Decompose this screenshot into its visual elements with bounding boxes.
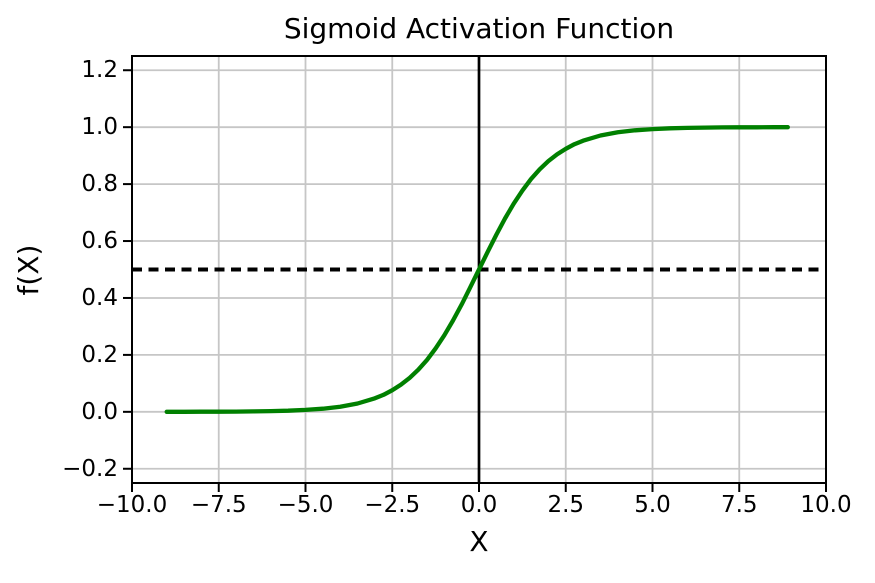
y-tick-label: 0.4	[81, 284, 118, 311]
x-tick-label: 7.5	[720, 492, 758, 518]
y-tick-label: 0.0	[81, 398, 118, 425]
chart-title: Sigmoid Activation Function	[283, 12, 675, 45]
x-tick-label: −10.0	[96, 492, 168, 518]
y-tick-label: 0.2	[81, 341, 118, 368]
x-tick-label: 5.0	[634, 492, 671, 518]
y-tick-label: −0.2	[62, 455, 118, 482]
x-tick-label: −2.5	[364, 492, 421, 518]
y-tick-label: 0.6	[81, 228, 118, 255]
x-tick-label: 2.5	[547, 492, 585, 518]
sigmoid-curve	[164, 125, 790, 414]
x-tick-label: 0.0	[460, 492, 498, 518]
y-tick-label: 1.2	[81, 57, 118, 84]
x-tick-label: 10.0	[800, 492, 852, 518]
y-tick-label: 0.8	[81, 171, 118, 198]
x-tick-label: −5.0	[277, 492, 334, 518]
axes-spines	[131, 55, 827, 484]
y-tick-label: 1.0	[81, 114, 118, 141]
x-tick-label: −7.5	[190, 492, 247, 518]
x-axis-label: X	[469, 525, 489, 558]
